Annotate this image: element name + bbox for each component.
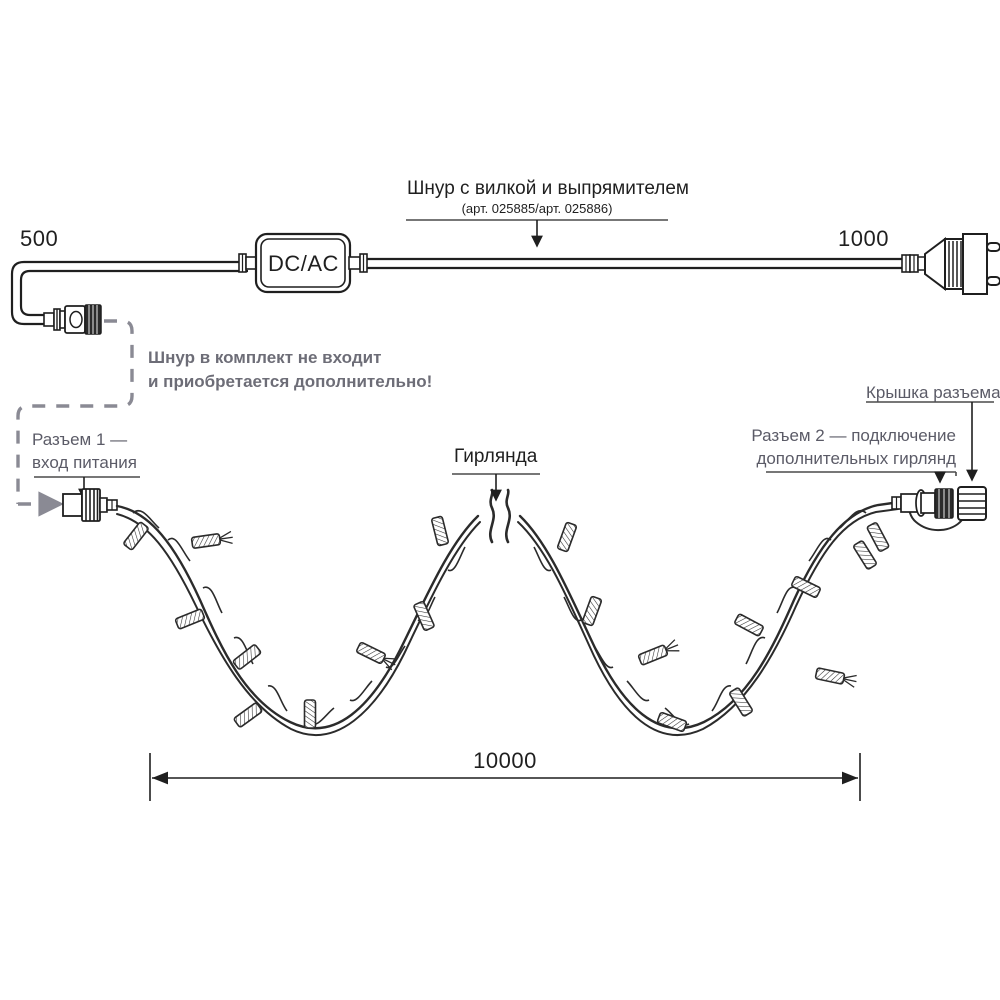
leader-connector-2 — [766, 471, 957, 484]
note-line-1: Шнур в комплект не входит — [148, 348, 382, 367]
dimension-10000 — [149, 753, 861, 801]
connector-2-assembly-icon — [891, 486, 987, 531]
led-bulb-group — [123, 515, 890, 733]
connector-cap-label: Крышка разъема — [866, 383, 1000, 402]
optional-cord-dashed-path — [16, 319, 134, 517]
dimension-label-1000: 1000 — [838, 226, 889, 251]
power-cord-upper — [10, 260, 248, 326]
leader-garland — [452, 473, 540, 502]
cord-title-label: Шнур с вилкой и выпрямителем — [407, 178, 689, 199]
dc-ac-adapter-icon — [238, 232, 368, 294]
leader-connector-cap — [866, 401, 994, 482]
connector-2-label-line-2: дополнительных гирлянд — [756, 449, 956, 468]
connector-1-label-line-1: Разъем 1 — — [32, 430, 128, 449]
connector-2-label-line-1: Разъем 2 — подключение — [751, 426, 956, 445]
dimension-label-500: 500 — [20, 226, 59, 251]
dimension-label-10000: 10000 — [473, 748, 537, 773]
wire-break-icon — [489, 488, 511, 544]
barrel-connector-input-icon — [62, 488, 118, 522]
led-garland-icon — [115, 488, 902, 736]
mains-cable — [367, 257, 904, 270]
garland-label: Гирлянда — [454, 446, 538, 467]
note-line-2: и приобретается дополнительно! — [148, 372, 433, 391]
barrel-connector-left-icon — [43, 304, 102, 335]
adapter-label: DC/AC — [268, 251, 339, 276]
leader-cord-title — [406, 219, 668, 248]
mains-plug-icon — [901, 233, 1000, 295]
cord-article-label: (арт. 025885/арт. 025886) — [461, 201, 613, 216]
connector-1-label-line-2: вход питания — [32, 453, 137, 472]
